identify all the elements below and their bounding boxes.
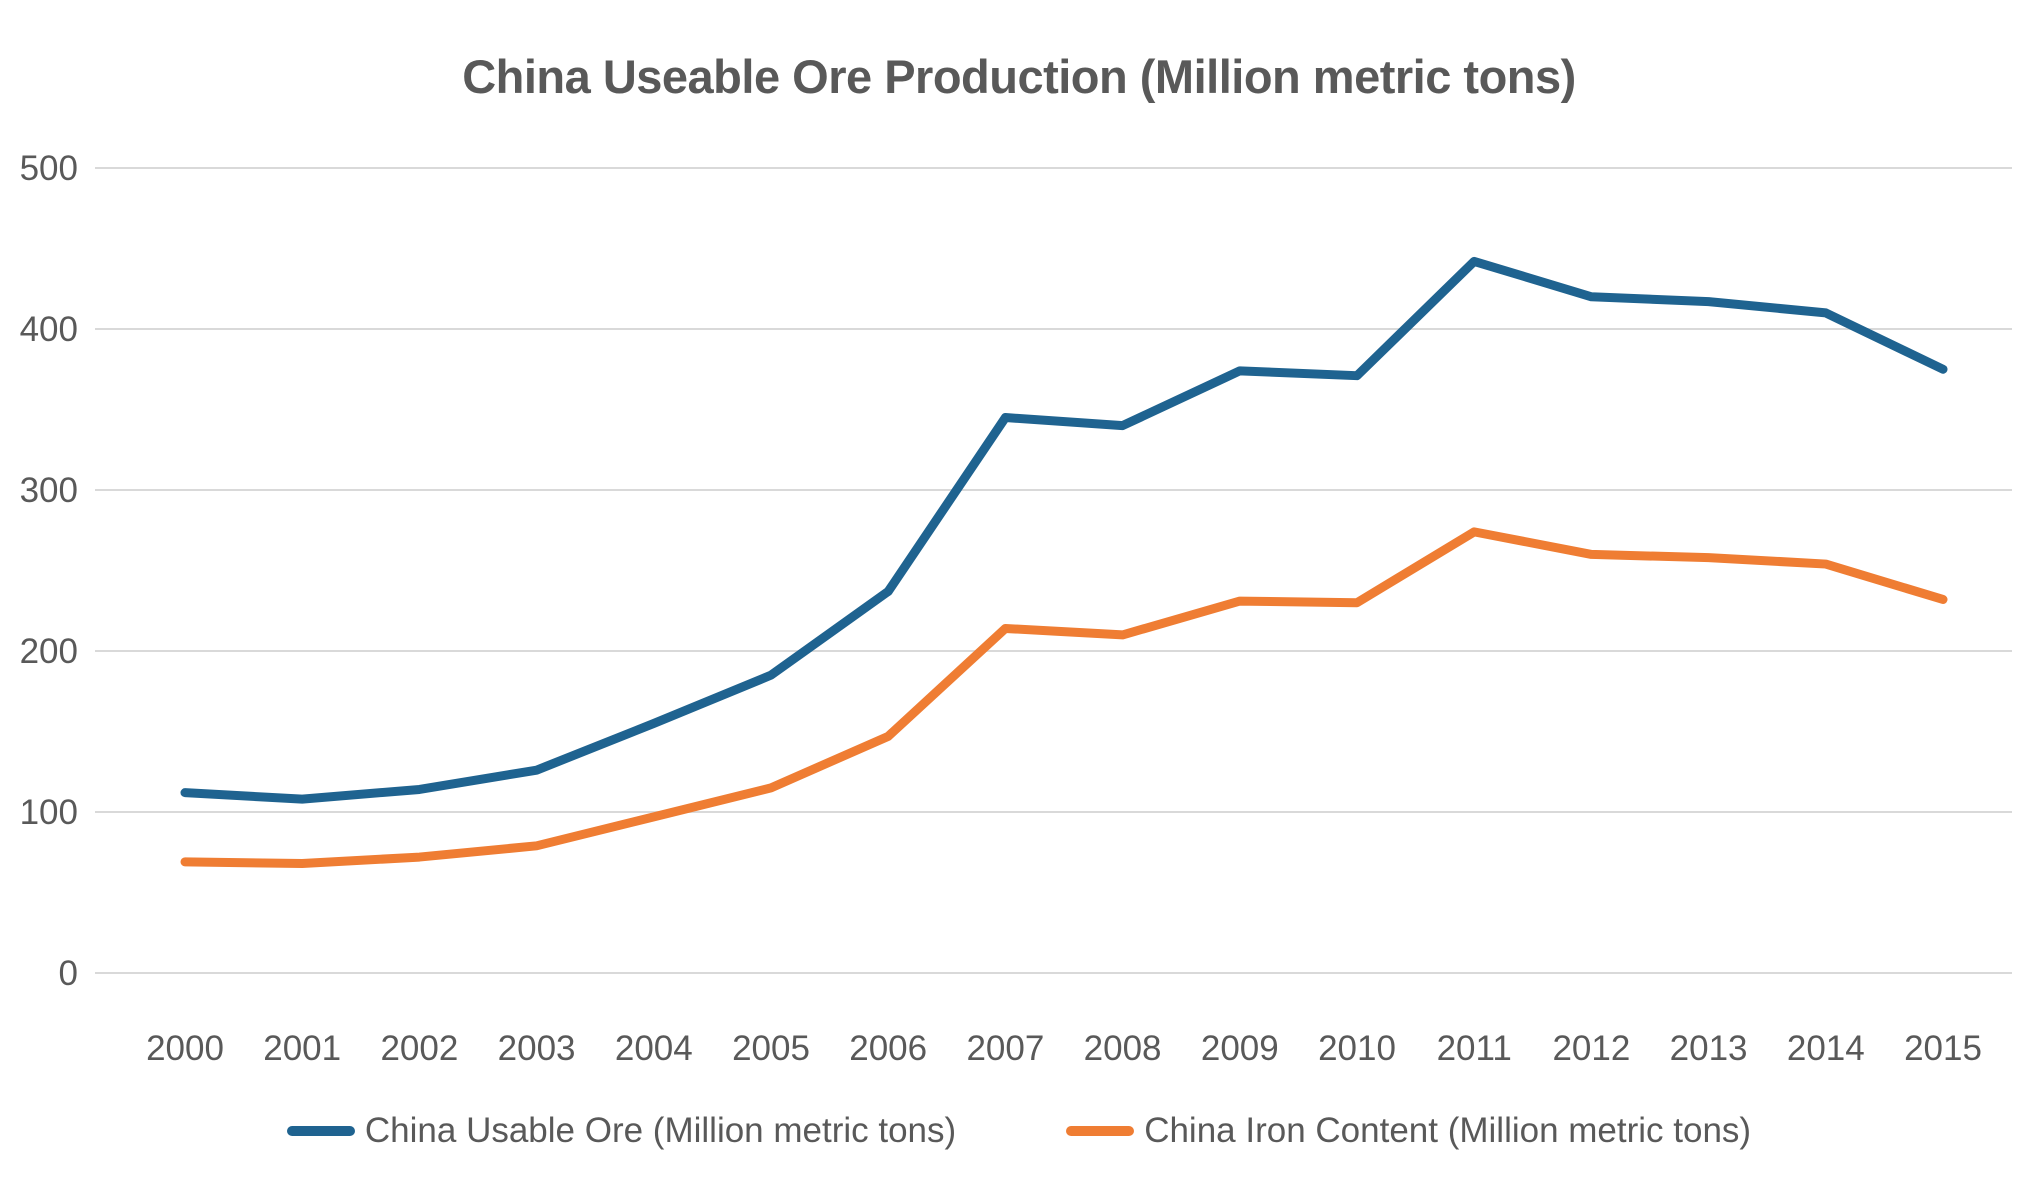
chart-title: China Useable Ore Production (Million me… — [462, 50, 1576, 103]
x-tick-label: 2008 — [1084, 1029, 1162, 1068]
y-tick-label: 300 — [20, 471, 78, 510]
legend-line-swatch-usable-ore — [286, 1126, 355, 1136]
x-tick-label: 2003 — [498, 1029, 576, 1068]
series-line-0 — [180, 256, 1948, 804]
x-tick-label: 2011 — [1437, 1029, 1512, 1068]
x-tick-label: 2014 — [1787, 1029, 1865, 1068]
plot-area: 0 100 200 300 400 500 2000 2001 2002 2003 2004 2005… — [20, 149, 2012, 1068]
x-tick-label: 2006 — [849, 1029, 927, 1068]
legend-item-iron-content: China Iron Content (Million metric tons) — [1066, 1111, 1751, 1151]
x-tick-label: 2013 — [1670, 1029, 1748, 1068]
x-tick-label: 2001 — [263, 1029, 341, 1068]
legend-item-usable-ore: China Usable Ore (Million metric tons) — [286, 1111, 957, 1151]
y-tick-label: 400 — [20, 310, 78, 349]
y-tick-label: 100 — [20, 793, 78, 832]
y-tick-label: 200 — [20, 632, 78, 671]
chart-legend: China Usable Ore (Million metric tons) C… — [0, 1076, 2038, 1186]
legend-label-usable-ore: China Usable Ore (Million metric tons) — [364, 1111, 957, 1150]
x-tick-label: 2009 — [1201, 1029, 1279, 1068]
x-tick-label: 2007 — [966, 1029, 1044, 1068]
x-tick-label: 2010 — [1318, 1029, 1396, 1068]
x-tick-label: 2015 — [1904, 1029, 1982, 1068]
x-tick-label: 2002 — [380, 1029, 458, 1068]
legend-label-iron-content: China Iron Content (Million metric tons) — [1144, 1111, 1752, 1150]
legend-line-swatch-iron-content — [1066, 1126, 1135, 1136]
x-tick-label: 2005 — [732, 1029, 810, 1068]
y-tick-label: 0 — [59, 954, 78, 993]
series-line-1 — [180, 527, 1948, 869]
x-tick-label: 2004 — [615, 1029, 693, 1068]
y-tick-label: 500 — [20, 149, 78, 188]
x-tick-label: 2000 — [146, 1029, 224, 1068]
x-tick-label: 2012 — [1552, 1029, 1630, 1068]
